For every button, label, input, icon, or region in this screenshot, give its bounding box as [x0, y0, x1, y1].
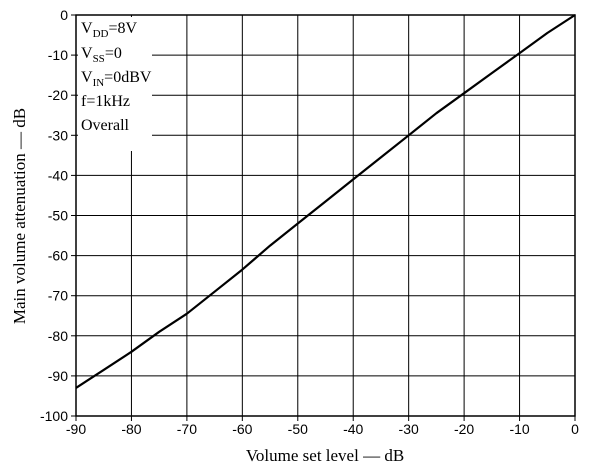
condition-vdd: VDD=8V — [81, 20, 137, 40]
condition-frequency: f=1kHz — [81, 93, 130, 110]
x-tick-label: -80 — [121, 421, 141, 437]
y-tick-label: -10 — [48, 47, 68, 63]
y-tick-label: -20 — [48, 87, 68, 103]
y-tick-label: 0 — [60, 7, 68, 23]
y-tick-label: -30 — [48, 127, 68, 143]
x-tick-label: -30 — [399, 421, 419, 437]
conditions-legend-box — [78, 17, 152, 151]
y-tick-label: -80 — [48, 328, 68, 344]
x-tick-label: 0 — [571, 421, 579, 437]
condition-vin: VIN=0dBV — [81, 69, 152, 89]
y-axis-title: Main volume attenuation — dB — [10, 108, 29, 324]
y-tick-label: -70 — [48, 288, 68, 304]
x-tick-label: -20 — [454, 421, 474, 437]
y-tick-label: -90 — [48, 368, 68, 384]
y-tick-label: -40 — [48, 167, 68, 183]
x-tick-label: -10 — [509, 421, 529, 437]
condition-vss: VSS=0 — [81, 45, 122, 65]
x-axis-title: Volume set level — dB — [246, 446, 404, 465]
x-tick-label: -60 — [232, 421, 252, 437]
condition-mode: Overall — [81, 117, 130, 134]
x-tick-label: -40 — [343, 421, 363, 437]
y-tick-label: -60 — [48, 248, 68, 264]
y-tick-label: -100 — [40, 408, 68, 424]
x-tick-label: -70 — [177, 421, 197, 437]
axis-ticks: -90 -80 -70 -60 -50 -40 -30 -20 -10 00-10-20-30-4… — [40, 7, 579, 437]
y-tick-label: -50 — [48, 208, 68, 224]
conditions-legend: VDD=8V VSS=0 VIN=0dBV f=1kHz Overall — [81, 20, 152, 134]
attenuation-curve — [75, 14, 576, 389]
x-tick-label: -90 — [66, 421, 86, 437]
x-tick-label: -50 — [288, 421, 308, 437]
